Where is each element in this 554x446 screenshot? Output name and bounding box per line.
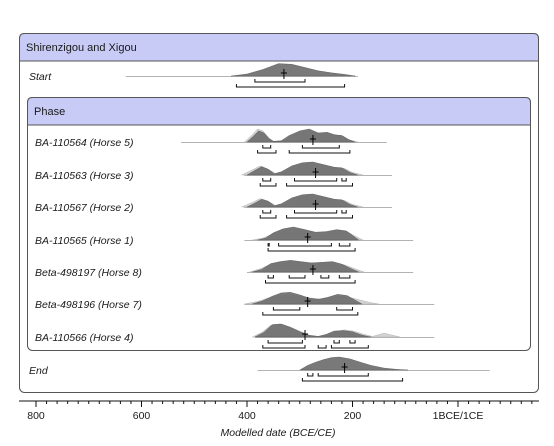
x-tick-label: 600 (133, 410, 151, 422)
posterior-distribution (252, 292, 363, 305)
range-68 (278, 243, 332, 247)
posterior-distribution (257, 226, 360, 241)
posterior-distribution (231, 63, 356, 77)
group-title: Shirenzigou and Xigou (26, 42, 137, 54)
range-95 (288, 150, 351, 154)
phase-panel-header (27, 97, 531, 126)
range-68 (338, 243, 351, 247)
posterior-distribution (246, 193, 358, 208)
phase-title: Phase (34, 106, 65, 118)
range-95 (330, 345, 369, 349)
panels: Shirenzigou and Xigou Phase (19, 33, 539, 393)
row-label: Beta-498196 (Horse 7) (35, 299, 142, 311)
row-label: BA-110563 (Horse 3) (35, 170, 133, 182)
range-95 (317, 345, 327, 349)
range-95 (265, 280, 356, 284)
phase-panel (27, 97, 531, 351)
posterior-distribution (246, 128, 356, 143)
range-95 (286, 183, 353, 187)
range-68 (336, 307, 353, 311)
x-tick-label: 800 (27, 410, 45, 422)
range-68 (341, 210, 347, 214)
x-axis-label: Modelled date (BCE/CE) (221, 427, 336, 439)
range-95 (262, 345, 306, 349)
row-ba-110565-horse-1-: BA-110565 (Horse 1) (35, 226, 414, 252)
range-95 (235, 84, 346, 88)
range-68 (341, 178, 347, 182)
range-68 (307, 373, 314, 377)
range-68 (272, 307, 301, 311)
row-ba-110564-horse-5-: BA-110564 (Horse 5) (35, 128, 387, 154)
row-beta-498197-horse-8-: Beta-498197 (Horse 8) (35, 260, 414, 284)
range-95 (259, 215, 277, 219)
row-label: BA-110566 (Horse 4) (35, 332, 133, 344)
range-68 (333, 340, 340, 344)
row-label: BA-110567 (Horse 2) (35, 202, 133, 214)
range-68 (267, 275, 274, 279)
range-68 (262, 178, 272, 182)
x-axis: 800 600 400 200 1BCE/1CE (19, 400, 539, 422)
posterior-distribution (246, 161, 358, 176)
range-68 (262, 145, 272, 149)
row-label: BA-110564 (Horse 5) (35, 137, 133, 149)
range-68 (338, 275, 351, 279)
range-68 (349, 340, 356, 344)
range-68 (320, 275, 330, 279)
posterior-distribution (299, 356, 408, 371)
range-95 (257, 150, 277, 154)
range-68 (267, 243, 270, 247)
posterior-distribution (254, 323, 372, 338)
x-tick-label: 1BCE/1CE (433, 410, 484, 422)
range-68 (294, 210, 338, 214)
range-68 (288, 275, 306, 279)
range-95 (259, 183, 277, 187)
range-68 (294, 178, 338, 182)
x-tick-label: 200 (344, 410, 362, 422)
rows: Start BA-110564 (Horse 5) BA-110563 (Horse… (29, 63, 490, 382)
range-95 (301, 378, 404, 382)
range-68 (254, 79, 306, 83)
row-beta-498196-horse-7-: Beta-498196 (Horse 7) (35, 292, 435, 316)
row-start: Start (29, 63, 358, 88)
outer-panel-header (19, 33, 539, 62)
range-95 (267, 248, 356, 252)
range-95 (262, 312, 359, 316)
row-ba-110567-horse-2-: BA-110567 (Horse 2) (35, 193, 393, 219)
row-label: End (29, 365, 49, 377)
row-ba-110566-horse-4-: BA-110566 (Horse 4) (35, 323, 435, 349)
range-68 (267, 340, 303, 344)
range-68 (262, 210, 272, 214)
row-label: Beta-498197 (Horse 8) (35, 267, 142, 279)
row-label: Start (29, 71, 52, 83)
range-68 (317, 373, 369, 377)
range-95 (286, 215, 353, 219)
row-label: BA-110565 (Horse 1) (35, 235, 133, 247)
row-ba-110563-horse-3-: BA-110563 (Horse 3) (35, 161, 393, 187)
row-end: End (29, 356, 490, 382)
range-68 (301, 145, 340, 149)
posterior-distribution (252, 260, 359, 273)
x-tick-label: 400 (238, 410, 256, 422)
